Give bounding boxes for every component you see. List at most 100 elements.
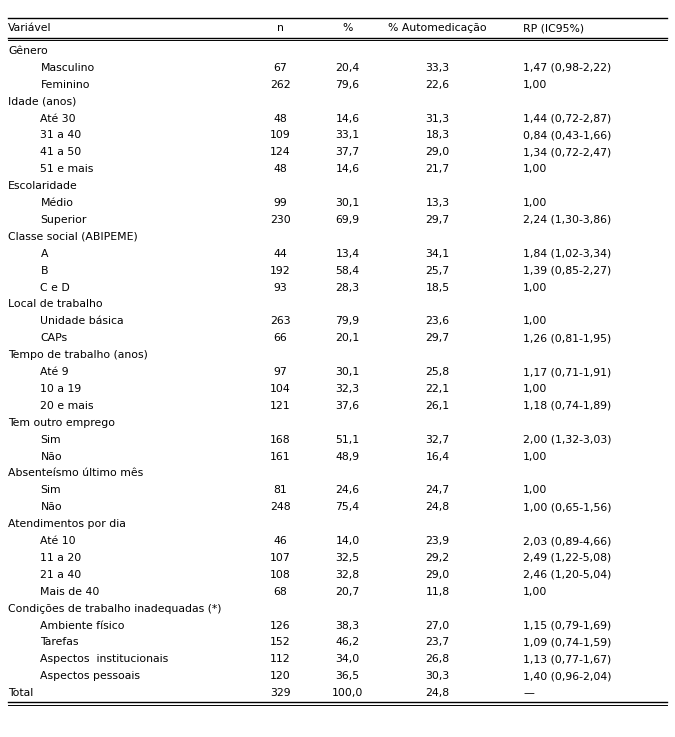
Text: 18,3: 18,3 xyxy=(425,130,450,141)
Text: Sim: Sim xyxy=(40,486,61,495)
Text: 109: 109 xyxy=(270,130,290,141)
Text: 75,4: 75,4 xyxy=(335,503,360,512)
Text: Não: Não xyxy=(40,452,62,461)
Text: 2,00 (1,32-3,03): 2,00 (1,32-3,03) xyxy=(523,435,612,444)
Text: 121: 121 xyxy=(270,401,290,411)
Text: 1,00: 1,00 xyxy=(523,282,547,293)
Text: RP (IC95%): RP (IC95%) xyxy=(523,24,585,33)
Text: Idade (anos): Idade (anos) xyxy=(8,97,76,107)
Text: 230: 230 xyxy=(270,215,290,225)
Text: 69,9: 69,9 xyxy=(335,215,360,225)
Text: 1,47 (0,98-2,22): 1,47 (0,98-2,22) xyxy=(523,63,612,73)
Text: % Automedicação: % Automedicação xyxy=(388,24,487,33)
Text: 23,9: 23,9 xyxy=(425,536,450,546)
Text: 126: 126 xyxy=(270,621,290,631)
Text: 1,40 (0,96-2,04): 1,40 (0,96-2,04) xyxy=(523,671,612,681)
Text: 1,00: 1,00 xyxy=(523,316,547,326)
Text: %: % xyxy=(342,24,353,33)
Text: Mais de 40: Mais de 40 xyxy=(40,587,100,597)
Text: 14,6: 14,6 xyxy=(335,164,360,174)
Text: 32,8: 32,8 xyxy=(335,570,360,580)
Text: 28,3: 28,3 xyxy=(335,282,360,293)
Text: 1,34 (0,72-2,47): 1,34 (0,72-2,47) xyxy=(523,147,612,158)
Text: Masculino: Masculino xyxy=(40,63,94,73)
Text: Até 30: Até 30 xyxy=(40,113,76,124)
Text: 32,5: 32,5 xyxy=(335,553,360,563)
Text: 44: 44 xyxy=(273,249,287,259)
Text: Unidade básica: Unidade básica xyxy=(40,316,124,326)
Text: 58,4: 58,4 xyxy=(335,265,360,276)
Text: 1,00: 1,00 xyxy=(523,198,547,208)
Text: C e D: C e D xyxy=(40,282,70,293)
Text: 108: 108 xyxy=(270,570,290,580)
Text: 34,0: 34,0 xyxy=(335,654,360,664)
Text: 31 a 40: 31 a 40 xyxy=(40,130,82,141)
Text: 22,1: 22,1 xyxy=(425,384,450,394)
Text: 1,00: 1,00 xyxy=(523,486,547,495)
Text: 23,6: 23,6 xyxy=(425,316,450,326)
Text: 30,1: 30,1 xyxy=(335,367,360,377)
Text: 10 a 19: 10 a 19 xyxy=(40,384,82,394)
Text: 1,00: 1,00 xyxy=(523,587,547,597)
Text: 124: 124 xyxy=(270,147,290,158)
Text: 37,7: 37,7 xyxy=(335,147,360,158)
Text: 1,00: 1,00 xyxy=(523,452,547,461)
Text: 20 e mais: 20 e mais xyxy=(40,401,94,411)
Text: 66: 66 xyxy=(273,333,287,343)
Text: CAPs: CAPs xyxy=(40,333,68,343)
Text: 29,0: 29,0 xyxy=(425,570,450,580)
Text: Atendimentos por dia: Atendimentos por dia xyxy=(8,519,126,529)
Text: Total: Total xyxy=(8,688,33,698)
Text: 1,39 (0,85-2,27): 1,39 (0,85-2,27) xyxy=(523,265,612,276)
Text: 34,1: 34,1 xyxy=(425,249,450,259)
Text: Absenteísmo último mês: Absenteísmo último mês xyxy=(8,469,143,478)
Text: 1,26 (0,81-1,95): 1,26 (0,81-1,95) xyxy=(523,333,612,343)
Text: 24,8: 24,8 xyxy=(425,503,450,512)
Text: 46: 46 xyxy=(273,536,287,546)
Text: Até 9: Até 9 xyxy=(40,367,69,377)
Text: Local de trabalho: Local de trabalho xyxy=(8,299,103,310)
Text: 67: 67 xyxy=(273,63,287,73)
Text: 93: 93 xyxy=(273,282,287,293)
Text: 11 a 20: 11 a 20 xyxy=(40,553,82,563)
Text: 24,8: 24,8 xyxy=(425,688,450,698)
Text: 36,5: 36,5 xyxy=(335,671,360,681)
Text: 1,18 (0,74-1,89): 1,18 (0,74-1,89) xyxy=(523,401,612,411)
Text: 32,3: 32,3 xyxy=(335,384,360,394)
Text: 2,49 (1,22-5,08): 2,49 (1,22-5,08) xyxy=(523,553,612,563)
Text: 18,5: 18,5 xyxy=(425,282,450,293)
Text: 37,6: 37,6 xyxy=(335,401,360,411)
Text: 100,0: 100,0 xyxy=(332,688,363,698)
Text: 120: 120 xyxy=(270,671,290,681)
Text: 21,7: 21,7 xyxy=(425,164,450,174)
Text: 32,7: 32,7 xyxy=(425,435,450,444)
Text: 20,4: 20,4 xyxy=(335,63,360,73)
Text: A: A xyxy=(40,249,48,259)
Text: 31,3: 31,3 xyxy=(425,113,450,124)
Text: 24,7: 24,7 xyxy=(425,486,450,495)
Text: Aspectos pessoais: Aspectos pessoais xyxy=(40,671,140,681)
Text: Gênero: Gênero xyxy=(8,46,48,56)
Text: 2,46 (1,20-5,04): 2,46 (1,20-5,04) xyxy=(523,570,612,580)
Text: 104: 104 xyxy=(270,384,290,394)
Text: Sim: Sim xyxy=(40,435,61,444)
Text: 29,0: 29,0 xyxy=(425,147,450,158)
Text: 33,1: 33,1 xyxy=(335,130,360,141)
Text: 16,4: 16,4 xyxy=(425,452,450,461)
Text: n: n xyxy=(277,24,284,33)
Text: Tarefas: Tarefas xyxy=(40,638,79,648)
Text: 30,1: 30,1 xyxy=(335,198,360,208)
Text: 107: 107 xyxy=(270,553,290,563)
Text: 20,7: 20,7 xyxy=(335,587,360,597)
Text: 25,8: 25,8 xyxy=(425,367,450,377)
Text: 168: 168 xyxy=(270,435,290,444)
Text: Tem outro emprego: Tem outro emprego xyxy=(8,418,115,427)
Text: 13,3: 13,3 xyxy=(425,198,450,208)
Text: 48: 48 xyxy=(273,164,287,174)
Text: 14,6: 14,6 xyxy=(335,113,360,124)
Text: Não: Não xyxy=(40,503,62,512)
Text: 23,7: 23,7 xyxy=(425,638,450,648)
Text: 161: 161 xyxy=(270,452,290,461)
Text: 112: 112 xyxy=(270,654,290,664)
Text: 38,3: 38,3 xyxy=(335,621,360,631)
